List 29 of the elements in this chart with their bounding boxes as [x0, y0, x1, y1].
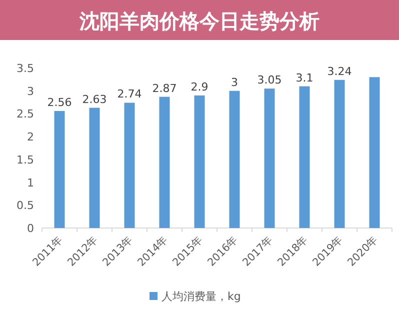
y-tick-label: 0.5 [16, 199, 34, 212]
bar [54, 110, 65, 228]
bar [299, 86, 310, 228]
data-label: 2.56 [47, 96, 72, 109]
bar [159, 96, 170, 228]
bar [89, 108, 100, 228]
y-tick-label: 0 [27, 222, 34, 235]
y-tick-label: 2 [27, 130, 34, 144]
data-label: 3 [231, 76, 238, 89]
bar [229, 90, 240, 228]
y-tick-label: 1 [27, 176, 34, 190]
data-label: 2.9 [190, 80, 208, 94]
bar [194, 95, 205, 228]
y-tick-label: 1.5 [16, 153, 34, 166]
y-tick-label: 3 [27, 84, 34, 98]
y-tick-label: 3.5 [16, 62, 34, 75]
y-tick-label: 2.5 [16, 108, 34, 121]
bar [264, 88, 275, 228]
chart-title: 沈阳羊肉价格今日走势分析 [78, 9, 320, 33]
legend-label: 人均消费量，kg [162, 290, 241, 303]
bar [334, 80, 345, 228]
data-label: 2.63 [82, 92, 107, 106]
data-label: 3.1 [296, 71, 314, 84]
data-label: 3.05 [257, 74, 282, 87]
bar [369, 77, 380, 228]
data-label: 3.24 [327, 64, 352, 78]
bar [124, 102, 135, 228]
data-label: 2.74 [117, 88, 142, 101]
data-label: 2.87 [152, 82, 177, 95]
